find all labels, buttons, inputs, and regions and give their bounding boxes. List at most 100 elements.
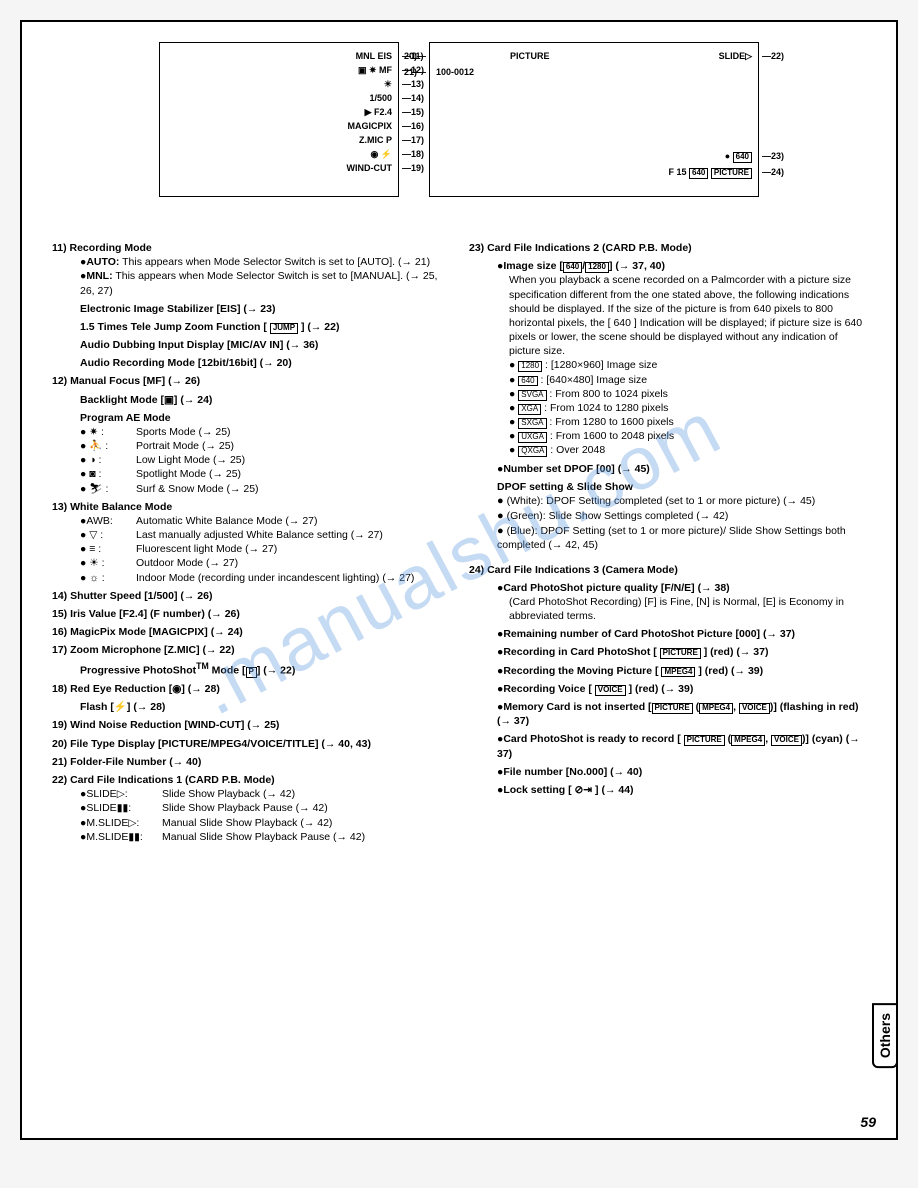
s23-sz0: [1280×960] Image size (551, 359, 658, 371)
s22-r0: Slide Show Playback (→ 42) (162, 788, 295, 800)
s23-imgsize: ●Image size [640/1280] (→ 37, 40) (469, 259, 866, 273)
s11-mnl-label: ●MNL: (80, 270, 113, 282)
page-number: 59 (860, 1114, 876, 1130)
callout-13: 13) (411, 79, 424, 89)
lcd-slide: SLIDE▷ (719, 51, 752, 62)
s12-m0-icon: ✷ : (89, 426, 104, 438)
s19: 19) Wind Noise Reduction [WIND-CUT] (→ 2… (52, 718, 449, 732)
s11-eis: Electronic Image Stabilizer [EIS] (→ 23) (52, 302, 449, 316)
s13-m3-icon: ● ☀ : (80, 556, 136, 570)
s12-m3-icon: ◙ : (89, 468, 101, 480)
s23-sz0-box: 1280 (518, 361, 542, 372)
s11-dub: Audio Dubbing Input Display [MIC/AV IN] … (52, 338, 449, 352)
lcd-line-13: ☀ (384, 79, 392, 90)
s24-qual: ●Card PhotoShot picture quality [F/N/E] … (469, 581, 866, 595)
s23-sz1-box: 640 (518, 376, 537, 387)
page-frame: .manualshu.com MNL EIS—11) ▣ ✷ MF—12) ☀—… (20, 20, 898, 1140)
lcd-line-12: ▣ ✷ MF (358, 65, 392, 76)
lcd-640a: ● 640 (725, 151, 752, 163)
s24-mov: ●Recording the Moving Picture [ MPEG4 ] … (469, 664, 866, 678)
s24-ready: ●Card PhotoShot is ready to record [ PIC… (469, 732, 866, 760)
s23-numset: ●Number set DPOF [00] (→ 45) (469, 462, 866, 476)
s23-sz2: From 800 to 1024 pixels (555, 388, 668, 400)
lcd-picture: PICTURE (510, 51, 550, 61)
s12-m2: Low Light Mode (→ 25) (136, 454, 245, 466)
s12-m4-icon: ⛷ : (89, 483, 108, 495)
s13-m3: Outdoor Mode (→ 27) (136, 557, 238, 569)
content-columns: 11) Recording Mode ●AUTO: This appears w… (52, 237, 866, 844)
s23-d1: Slide Show Settings completed (→ 42) (549, 510, 729, 522)
s14: 14) Shutter Speed [1/500] (→ 26) (52, 589, 449, 603)
s23-d2-c: (Blue): (507, 525, 538, 537)
callout-15: 15) (411, 107, 424, 117)
s23-d2: DPOF Setting (set to 1 or more picture)/… (497, 525, 846, 552)
s23-sz3-box: XGA (518, 404, 541, 415)
s12-m4: Surf & Snow Mode (→ 25) (136, 483, 259, 495)
s18b: Flash [⚡] (→ 28) (52, 700, 449, 714)
s22-r0-l: ●SLIDE▷: (80, 787, 162, 801)
s17a: 17) Zoom Microphone [Z.MIC] (→ 22) (52, 643, 449, 657)
s11-auto-text: This appears when Mode Selector Switch i… (122, 256, 430, 268)
s24-lock: ●Lock setting [ ⊘⇥ ] (→ 44) (469, 783, 866, 797)
s12-m1-icon: ⛹ : (89, 440, 108, 452)
right-lcd-screen: 20)— PICTURE SLIDE▷ —22) 21)— 100-0012 ●… (429, 42, 759, 197)
s23-sz6-box: QXGA (518, 446, 547, 457)
s13-m1: Last manually adjusted White Balance set… (136, 529, 383, 541)
s24-rec: ●Recording in Card PhotoShot [ PICTURE ]… (469, 645, 866, 659)
callout-20: 20) (404, 51, 417, 61)
s23-sz2-box: SVGA (518, 390, 546, 401)
s23-title: 23) Card File Indications 2 (CARD P.B. M… (469, 241, 866, 255)
s12-backlight: Backlight Mode [▣] (→ 24) (52, 393, 449, 407)
s11-jump: 1.5 Times Tele Jump Zoom Function [ JUMP… (52, 320, 449, 334)
s12-m0: Sports Mode (→ 25) (136, 426, 231, 438)
s13-m0: Automatic White Balance Mode (→ 27) (136, 515, 318, 527)
s23-sz3: From 1024 to 1280 pixels (550, 402, 668, 414)
lcd-line-15: ▶ F2.4 (365, 107, 392, 118)
s24-nomem: ●Memory Card is not inserted [PICTURE (M… (469, 700, 866, 728)
s23-para: When you playback a scene recorded on a … (469, 273, 866, 358)
lcd-folder-file: 100-0012 (436, 67, 474, 77)
s13-m4: Indoor Mode (recording under incandescen… (136, 572, 414, 584)
left-column: 11) Recording Mode ●AUTO: This appears w… (52, 237, 449, 844)
s23-sz1: [640×480] Image size (546, 374, 647, 386)
s11-mnl-text: This appears when Mode Selector Switch i… (80, 270, 437, 296)
s24-fileno: ●File number [No.000] (→ 40) (469, 765, 866, 779)
lcd-line-11: MNL EIS (356, 51, 392, 61)
s23-dpof: DPOF setting & Slide Show (469, 480, 866, 494)
s23-d1-c: (Green): (507, 510, 546, 522)
side-tab-others: Others (872, 1003, 898, 1068)
s11-title: 11) Recording Mode (52, 241, 449, 255)
s12-ae: Program AE Mode (52, 411, 449, 425)
s22-r3-l: ●M.SLIDE▮▮: (80, 830, 162, 844)
s12-m1: Portrait Mode (→ 25) (136, 440, 234, 452)
s13-m0-icon: ●AWB: (80, 514, 136, 528)
s23-d0: DPOF Setting completed (set to 1 or more… (546, 495, 815, 507)
s21: 21) Folder-File Number (→ 40) (52, 755, 449, 769)
s13-m2: Fluorescent light Mode (→ 27) (136, 543, 277, 555)
s24-qualtext: (Card PhotoShot Recording) [F] is Fine, … (469, 595, 866, 623)
callout-14: 14) (411, 93, 424, 103)
callout-21: 21) (404, 67, 417, 77)
lcd-line-18: ◉ ⚡ (370, 149, 392, 160)
s13-title: 13) White Balance Mode (52, 500, 449, 514)
callout-24: 24) (771, 167, 784, 177)
lcd-line-19: WIND-CUT (347, 163, 393, 173)
s23-sz5-box: UXGA (518, 432, 547, 443)
s12-title: 12) Manual Focus [MF] (→ 26) (52, 374, 449, 388)
lcd-line-16: MAGICPIX (347, 121, 392, 131)
s22-r1-l: ●SLIDE▮▮: (80, 801, 162, 815)
s22-r2: Manual Slide Show Playback (→ 42) (162, 817, 332, 829)
s22-r2-l: ●M.SLIDE▷: (80, 816, 162, 830)
s17b: Progressive PhotoShotTM Mode [P] (→ 22) (52, 661, 449, 678)
s12-m2-icon: ◑ : (89, 454, 101, 466)
callout-17: 17) (411, 135, 424, 145)
lcd-f15: F 15 640 PICTURE (668, 167, 752, 179)
s23-sz5: From 1600 to 2048 pixels (556, 430, 674, 442)
s22-r3: Manual Slide Show Playback Pause (→ 42) (162, 831, 365, 843)
s23-sz4-box: SXGA (518, 418, 546, 429)
s13-m1-icon: ● ▽ : (80, 528, 136, 542)
s11-auto-label: ●AUTO: (80, 256, 119, 268)
callout-19: 19) (411, 163, 424, 173)
callout-16: 16) (411, 121, 424, 131)
s24-remain: ●Remaining number of Card PhotoShot Pict… (469, 627, 866, 641)
